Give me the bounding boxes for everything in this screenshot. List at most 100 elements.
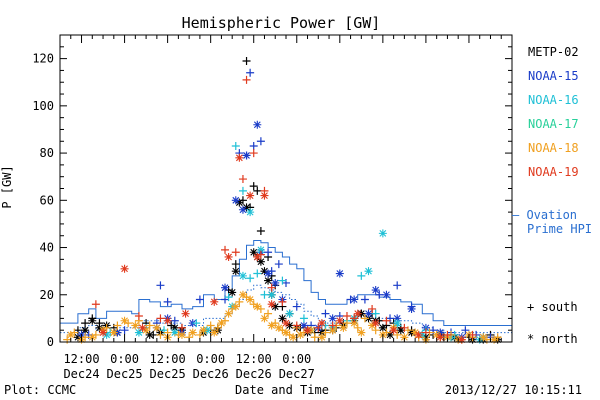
noaa-19-north-point — [436, 333, 445, 342]
noaa-16-south-point — [357, 271, 366, 280]
noaa-15-south-point — [170, 316, 179, 325]
noaa-18-north-point — [88, 333, 97, 342]
noaa-19-south-point — [368, 304, 377, 313]
noaa-18-north-point — [260, 314, 269, 323]
noaa-15-south-point — [360, 295, 369, 304]
noaa-18-north-point — [282, 328, 290, 337]
y-tick-label: 120 — [32, 52, 54, 66]
metp-02-south-point — [253, 186, 262, 195]
noaa-15-north-point — [299, 321, 308, 330]
noaa-15-north-point — [271, 278, 280, 287]
noaa-18-north-point — [238, 290, 247, 299]
legend-noaa-15: NOAA-15 — [528, 69, 579, 83]
noaa-19-north-point — [457, 335, 466, 344]
axis-ticks: 02040608010012012:00Dec240:00Dec2512:00D… — [32, 34, 513, 381]
noaa-18-north-point — [339, 323, 348, 332]
noaa-15-south-point — [120, 326, 129, 335]
legend-noaa-17: NOAA-17 — [528, 117, 579, 131]
metp-02-north-point — [285, 321, 294, 330]
noaa-18-north-point — [274, 323, 283, 332]
noaa-18-south-point — [235, 297, 244, 306]
metp-02-north-point — [95, 323, 104, 332]
metp-02-north-point — [242, 203, 251, 212]
noaa-19-south-point — [382, 316, 391, 325]
noaa-19-north-point — [260, 191, 269, 200]
noaa-19-south-point — [249, 149, 258, 158]
noaa-19-south-point — [350, 314, 359, 323]
noaa-16-south-point — [278, 276, 287, 285]
noaa-15-south-point — [461, 326, 470, 335]
noaa-19-south-point — [221, 245, 230, 254]
metp-02-north-point — [271, 302, 280, 311]
noaa-16-north-point — [238, 271, 247, 280]
noaa-16-south-point — [253, 269, 262, 278]
noaa-15-north-point — [253, 120, 262, 129]
x-tick-time-label: 0:00 — [196, 352, 225, 366]
noaa-18-north-point — [368, 321, 377, 330]
noaa-19-south-point — [91, 300, 100, 309]
legend-north: * north — [527, 332, 578, 346]
chart-title: Hemispheric Power [GW] — [182, 14, 381, 32]
y-tick-label: 60 — [40, 193, 54, 207]
noaa-18-north-point — [490, 335, 499, 344]
noaa-18-north-point — [152, 323, 161, 332]
metp-02-north-point — [145, 330, 154, 339]
noaa-15-north-point — [335, 269, 344, 278]
noaa-19-south-point — [328, 321, 337, 330]
x-tick-time-label: 12:00 — [150, 352, 186, 366]
noaa-19-north-point — [317, 319, 326, 328]
metp-02-north-point — [235, 198, 244, 207]
noaa-18-north-point — [267, 321, 276, 330]
noaa-19-north-point — [335, 316, 344, 325]
x-tick-date-label: Dec25 — [150, 367, 186, 381]
metp-02-north-point — [386, 330, 395, 339]
noaa-15-south-point — [375, 290, 384, 299]
noaa-18-north-point — [246, 295, 255, 304]
noaa-16-south-point — [192, 319, 201, 328]
plot-axes — [59, 34, 513, 343]
noaa-18-south-point — [206, 321, 215, 330]
noaa-18-south-point — [145, 321, 154, 330]
noaa-18-south-point — [393, 330, 402, 339]
noaa-18-north-point — [289, 333, 298, 342]
noaa-15-south-point — [321, 309, 330, 318]
noaa-15-north-point — [264, 269, 273, 278]
noaa-18-north-point — [317, 333, 326, 342]
noaa-15-north-point — [364, 309, 373, 318]
noaa-15-south-point — [249, 141, 258, 150]
noaa-19-north-point — [414, 330, 423, 339]
x-tick-date-label: Dec26 — [193, 367, 229, 381]
y-tick-label: 100 — [32, 99, 54, 113]
metp-02-south-point — [249, 182, 258, 191]
noaa-19-south-point — [468, 330, 477, 339]
noaa-18-north-point — [357, 328, 366, 337]
noaa-19-north-point — [235, 153, 244, 162]
noaa-18-north-point — [210, 328, 219, 337]
noaa-16-north-point — [246, 208, 255, 217]
plot-timestamp: 2013/12/27 10:15:11 — [445, 383, 582, 397]
noaa-16-north-point — [285, 309, 294, 318]
y-axis-label: P [GW] — [0, 165, 14, 208]
noaa-19-south-point — [231, 248, 240, 257]
noaa-18-south-point — [213, 323, 222, 332]
noaa-19-south-point — [342, 312, 351, 321]
noaa-18-north-point — [432, 330, 441, 339]
noaa-19-south-point — [443, 330, 452, 339]
noaa-15-south-point — [292, 302, 301, 311]
legend-ovation-line2: Prime HPI — [527, 222, 592, 236]
noaa-19-north-point — [282, 319, 290, 328]
noaa-15-north-point — [382, 290, 391, 299]
legend-ovation-line1: — Ovation — [512, 208, 577, 222]
noaa-18-north-point — [217, 319, 226, 328]
noaa-16-south-point — [238, 186, 247, 195]
ovation-north-line — [60, 284, 512, 334]
noaa-15-south-point — [195, 295, 204, 304]
noaa-19-north-point — [224, 252, 233, 261]
y-tick-label: 20 — [40, 288, 54, 302]
noaa-19-north-point — [253, 252, 262, 261]
noaa-16-south-point — [246, 274, 255, 283]
metp-02-north-point — [81, 326, 90, 335]
noaa-19-south-point — [400, 323, 409, 332]
y-tick-label: 80 — [40, 146, 54, 160]
noaa-16-north-point — [170, 328, 179, 337]
